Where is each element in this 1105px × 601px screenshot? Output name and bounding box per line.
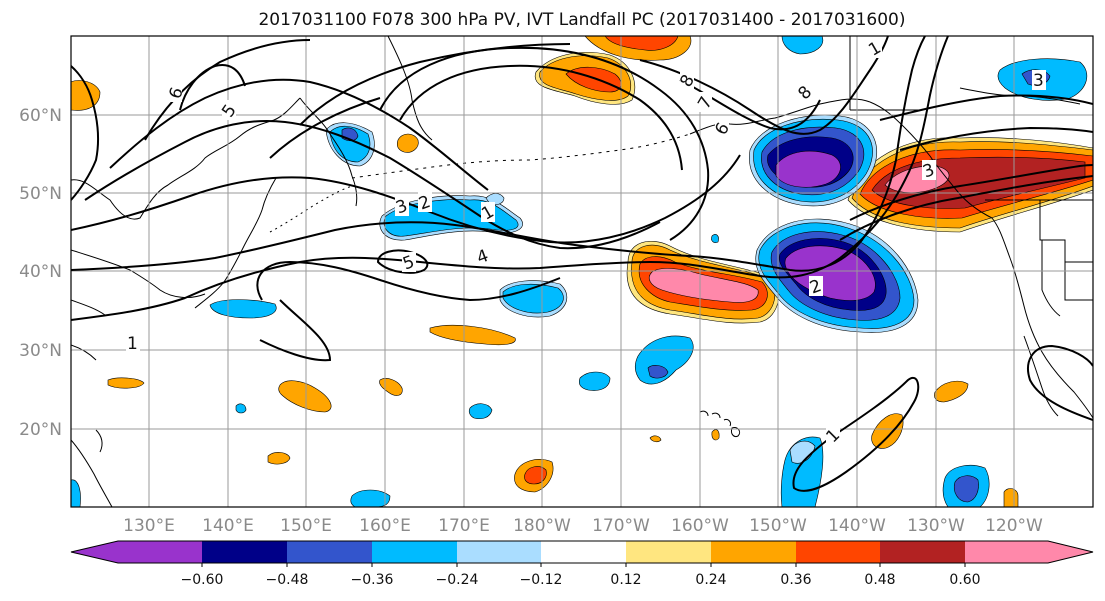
colorbar-tick-8: 0.48 — [864, 572, 895, 588]
colorbar-tick-1: −0.48 — [266, 572, 309, 588]
contour-north-ring-2 — [399, 64, 683, 171]
map-frame — [70, 35, 1094, 508]
sw-edge — [71, 479, 81, 507]
latitude-labels: 60°N 50°N 40°N 30°N 20°N — [19, 106, 62, 440]
contour-east-ne — [879, 94, 1093, 121]
colorbar-tick-marks — [201, 563, 966, 567]
colorbar-tick-4: −0.12 — [520, 572, 563, 588]
colorbar-seg-0 — [71, 541, 202, 563]
contour-se — [1027, 344, 1093, 421]
colorbar-seg-5 — [541, 541, 626, 563]
gridlines — [71, 36, 1093, 507]
colorbar-tick-0: −0.60 — [181, 572, 224, 588]
contour-east-ne-2 — [899, 126, 1093, 151]
colorbar-tick-6: 0.24 — [695, 572, 726, 588]
mid-cyan-1 — [468, 403, 493, 420]
west-blob-b — [107, 377, 145, 389]
wp-blob-3 — [267, 452, 291, 465]
colorbar-seg-2 — [287, 541, 372, 563]
colorbar-outline — [70, 540, 1094, 564]
colorbar-seg-4 — [457, 541, 541, 563]
contour-landfall-2 — [839, 175, 1093, 241]
colorbar-seg-1 — [202, 541, 287, 563]
lat-label-20: 20°N — [19, 420, 62, 440]
colorbar-seg-9 — [880, 541, 965, 563]
lon-label-170e: 170°E — [438, 516, 490, 536]
near-hawaii — [578, 371, 611, 391]
colorbar-seg-3 — [372, 541, 457, 563]
contour-4 — [84, 119, 661, 250]
tiny-2 — [711, 429, 720, 441]
pv-contours — [71, 36, 1093, 492]
lon-label-160e: 160°E — [359, 516, 411, 536]
contour-2 — [71, 36, 926, 272]
lon-label-140e: 140°E — [202, 516, 254, 536]
goa-purple — [775, 150, 841, 188]
contour-south-loop — [259, 299, 332, 362]
tiny-3 — [1003, 488, 1019, 507]
contour-west-6 — [179, 64, 246, 111]
lon-label-130w: 130°W — [907, 516, 965, 536]
contour-5 — [109, 78, 489, 191]
wp-blob-1 — [278, 380, 332, 413]
lat-label-50: 50°N — [19, 184, 62, 204]
colorbar-seg-6 — [626, 541, 711, 563]
colorbar-seg-8 — [796, 541, 880, 563]
ak-cyan — [711, 234, 719, 243]
colorbar-tick-7: 0.36 — [780, 572, 811, 588]
map-title: 2017031100 F078 300 hPa PV, IVT Landfall… — [258, 10, 905, 30]
top-cyan — [781, 36, 824, 55]
tiny-1 — [649, 435, 662, 443]
longitude-labels: 130°E 140°E 150°E 160°E 170°E 180°W 170°… — [123, 516, 1043, 536]
contour-north-ring-1 — [379, 46, 710, 241]
mp-cyan — [502, 283, 564, 314]
colorbar-tick-2: −0.36 — [351, 572, 394, 588]
sub-blob — [429, 324, 516, 346]
sub-blob-2-red — [524, 466, 547, 485]
map-area: 6 5 3 2 1 5 4 1 8 7 6 8 2 3 — [71, 36, 1093, 507]
dl-blue — [953, 475, 979, 503]
lon-label-170w: 170°W — [592, 516, 650, 536]
lon-label-150e: 150°E — [280, 516, 332, 536]
lon-label-140w: 140°W — [828, 516, 886, 536]
sw-cyan — [235, 403, 247, 414]
mid-cyan-2 — [350, 489, 391, 507]
contour-west-edge — [71, 65, 100, 201]
lon-label-130e: 130°E — [123, 516, 175, 536]
colorbar-seg-7 — [711, 541, 796, 563]
colorbar: −0.60 −0.48 −0.36 −0.24 −0.12 0.12 0.24 … — [70, 540, 1094, 588]
clabel-1-west: 1 — [127, 334, 138, 354]
hi-north-blue — [647, 365, 669, 379]
negative-anomalies — [71, 36, 1088, 507]
contour-outer-loop — [256, 260, 561, 302]
contour-landfall — [849, 164, 1093, 221]
baja-blob — [871, 413, 904, 449]
jp-east — [209, 299, 277, 319]
contour-closed-5 — [376, 249, 429, 274]
lon-label-120w: 120°W — [985, 516, 1043, 536]
lon-label-160w: 160°W — [671, 516, 729, 536]
contour-north-ring-4 — [269, 97, 381, 159]
contour-east-7 — [639, 36, 889, 135]
north-top-red — [604, 36, 679, 51]
kam-blob — [396, 133, 419, 153]
contour-sub-1 — [792, 377, 920, 492]
lat-label-30: 30°N — [19, 341, 62, 361]
contour-north-ring-3 — [299, 43, 571, 126]
lat-label-60: 60°N — [19, 106, 62, 126]
colorbar-tick-3: −0.24 — [436, 572, 479, 588]
contour-6 — [144, 39, 311, 141]
lon-label-180w: 180°W — [513, 516, 571, 536]
colorbar-seg-10 — [965, 541, 1093, 563]
contour-labels: 6 5 3 2 1 5 4 1 8 7 6 8 2 3 — [126, 38, 1046, 447]
lon-label-150w: 150°W — [749, 516, 807, 536]
south-lb — [789, 440, 816, 464]
cp-pink — [649, 268, 759, 303]
colorbar-tick-5: 0.12 — [610, 572, 641, 588]
contour-1-main — [71, 36, 949, 321]
lat-label-40: 40°N — [19, 262, 62, 282]
clabel-3-ne: 3 — [1033, 71, 1044, 91]
colorbar-tick-9: 0.60 — [949, 572, 980, 588]
